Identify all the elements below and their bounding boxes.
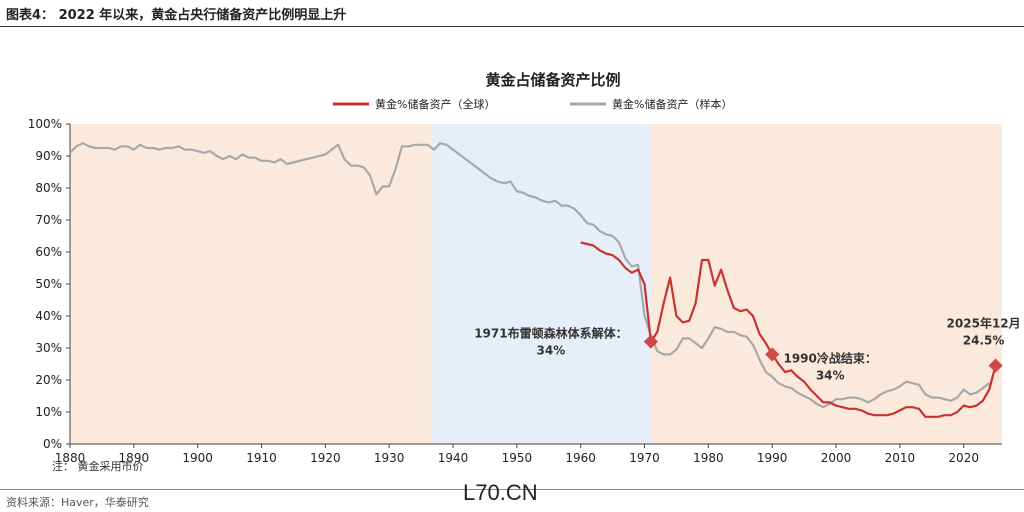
y-tick-label: 70%: [35, 213, 62, 227]
chart-title: 黄金占储备资产比例: [485, 71, 620, 89]
y-tick-label: 0%: [43, 437, 62, 451]
y-tick-label: 30%: [35, 341, 62, 355]
y-tick-label: 50%: [35, 277, 62, 291]
y-tick-label: 90%: [35, 149, 62, 163]
x-tick-label: 1880: [55, 451, 86, 465]
legend-label-sample: 黄金%储备资产（样本）: [612, 97, 732, 111]
x-tick-label: 1940: [438, 451, 469, 465]
x-tick-label: 1920: [310, 451, 341, 465]
x-tick-label: 1910: [246, 451, 277, 465]
annotation-label-1: 1990冷战结束：: [783, 350, 876, 365]
shaded-periods: [70, 124, 1002, 444]
x-tick-label: 1980: [693, 451, 724, 465]
gold-share-line-chart: 0% 10% 20% 30% 40% 50% 60% 70% 80% 90% 100% 1880 189…: [28, 71, 1021, 465]
shaded-period-0: [70, 124, 431, 444]
annotation-label-2: 2025年12月: [947, 316, 1021, 331]
x-tick-label: 1930: [374, 451, 405, 465]
annotation-value-0: 34%: [537, 344, 566, 358]
annotation-marker-0: [643, 334, 658, 349]
watermark-text: L70.CN: [463, 480, 538, 505]
figure-title: 图表4： 2022 年以来，黄金占央行储备资产比例明显上升: [6, 8, 347, 23]
y-tick-label: 80%: [35, 181, 62, 195]
source-divider: [0, 489, 1024, 490]
y-tick-label: 10%: [35, 405, 62, 419]
annotation-marker-2: [988, 358, 1003, 373]
y-tick-label: 20%: [35, 373, 62, 387]
annotation-value-2: 24.5%: [963, 334, 1005, 348]
shaded-period-1: [430, 124, 651, 444]
chart-axes: 0% 10% 20% 30% 40% 50% 60% 70% 80% 90% 100% 1880 189…: [28, 117, 1002, 465]
x-tick-label: 2000: [821, 451, 852, 465]
annotation-markers: 1971布雷顿森林体系解体： 34% 1990冷战结束： 34% 2025年12月 24.…: [474, 316, 1020, 383]
legend-label-global: 黄金%储备资产（全球）: [375, 97, 495, 111]
source-line: 资料来源：Haver，华泰研究: [6, 496, 149, 509]
annotation-label-0: 1971布雷顿森林体系解体：: [474, 326, 627, 341]
series-lines: [69, 142, 997, 418]
x-tick-label: 2020: [948, 451, 979, 465]
series-line-global: [580, 241, 997, 418]
shaded-period-2: [650, 124, 1002, 444]
y-tick-label: 100%: [28, 117, 62, 131]
x-tick-label: 2010: [885, 451, 916, 465]
x-tick-label: 1890: [119, 451, 150, 465]
x-tick-label: 1950: [502, 451, 533, 465]
title-divider: [0, 26, 1024, 27]
series-line-sample: [69, 142, 990, 409]
footnote: 注： 黄金采用市价: [52, 460, 144, 473]
x-tick-label: 1960: [565, 451, 596, 465]
y-tick-label: 40%: [35, 309, 62, 323]
x-tick-label: 1900: [182, 451, 213, 465]
x-tick-label: 1990: [757, 451, 788, 465]
y-tick-label: 60%: [35, 245, 62, 259]
annotation-marker-1: [765, 347, 780, 362]
chart-legend: 黄金%储备资产（全球） 黄金%储备资产（样本）: [333, 97, 732, 111]
annotation-value-1: 34%: [816, 368, 845, 382]
x-tick-label: 1970: [629, 451, 660, 465]
